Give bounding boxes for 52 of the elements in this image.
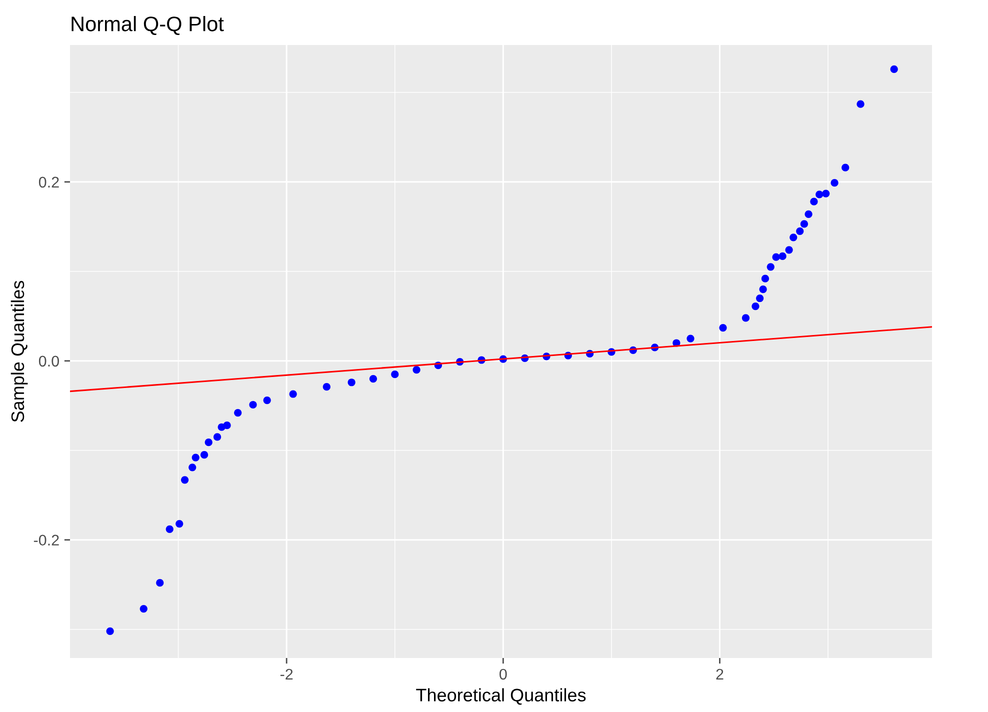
point <box>804 210 812 218</box>
point <box>263 396 271 404</box>
point <box>192 454 200 462</box>
point <box>188 464 196 472</box>
point <box>200 451 208 459</box>
point <box>756 294 764 302</box>
point <box>742 314 750 322</box>
point <box>322 383 330 391</box>
point <box>856 100 864 108</box>
point <box>752 302 760 310</box>
point <box>176 520 184 528</box>
chart-title: Normal Q-Q Plot <box>72 16 224 36</box>
point <box>810 198 818 206</box>
point <box>816 190 824 198</box>
point <box>348 378 356 386</box>
point <box>412 366 420 374</box>
point <box>140 604 148 613</box>
y-axis-title: Sample Quantiles <box>10 280 28 422</box>
point <box>156 579 164 587</box>
point <box>759 286 767 294</box>
point <box>106 627 114 635</box>
point <box>289 390 297 398</box>
x-axis-title: Theoretical Quantiles <box>416 688 586 705</box>
point <box>761 274 770 282</box>
point <box>249 400 257 409</box>
point <box>204 438 212 446</box>
point <box>166 525 174 533</box>
point <box>686 334 694 342</box>
y-tick-label: 0.2 <box>38 176 59 188</box>
point <box>830 179 838 187</box>
point <box>223 422 231 430</box>
point <box>785 246 793 254</box>
point <box>822 190 830 198</box>
point <box>369 374 378 383</box>
point <box>890 65 898 73</box>
point <box>842 164 850 172</box>
x-tick-label: -2 <box>280 668 293 680</box>
point <box>790 234 798 242</box>
y-tick-label: 0.0 <box>38 356 59 367</box>
point <box>772 253 780 261</box>
point <box>800 220 808 228</box>
point <box>796 227 804 235</box>
point <box>391 370 399 378</box>
point <box>213 433 222 441</box>
point <box>234 408 242 417</box>
x-tick-label: 2 <box>716 668 724 680</box>
y-tick-label: -0.2 <box>34 534 59 546</box>
point <box>180 476 189 484</box>
x-tick-label: 0 <box>500 668 507 680</box>
point <box>778 252 786 260</box>
point <box>766 263 774 271</box>
point <box>719 324 727 332</box>
